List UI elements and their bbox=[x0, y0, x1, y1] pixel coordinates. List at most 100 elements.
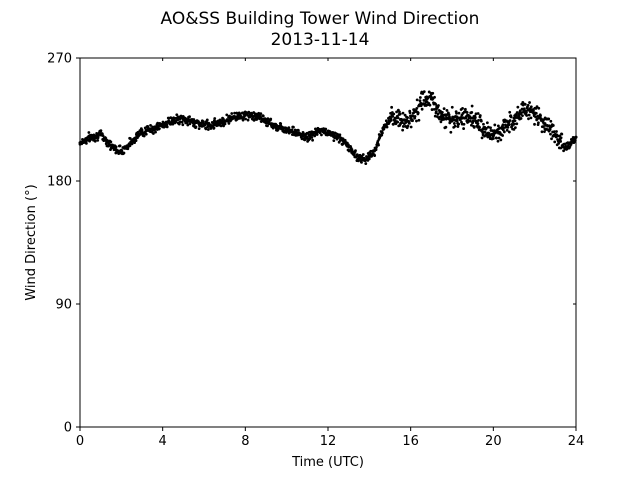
data-point bbox=[470, 111, 474, 114]
data-point bbox=[505, 128, 509, 132]
data-point bbox=[418, 99, 422, 103]
data-point bbox=[521, 114, 524, 118]
data-point bbox=[241, 118, 245, 122]
data-point bbox=[553, 140, 557, 144]
y-axis-label: Wind Direction (°) bbox=[24, 184, 39, 300]
data-point bbox=[523, 102, 527, 106]
data-point bbox=[527, 117, 530, 121]
data-point bbox=[493, 123, 497, 127]
data-point bbox=[482, 122, 485, 126]
data-point bbox=[549, 119, 553, 123]
data-point bbox=[188, 115, 191, 119]
data-point bbox=[165, 125, 169, 129]
data-point bbox=[246, 118, 250, 122]
x-tick-label: 20 bbox=[485, 434, 502, 449]
data-point bbox=[547, 117, 551, 121]
data-point bbox=[318, 131, 322, 135]
data-point bbox=[378, 136, 381, 140]
data-point bbox=[555, 130, 558, 133]
data-point bbox=[560, 132, 564, 136]
data-point bbox=[158, 127, 161, 130]
data-point bbox=[225, 113, 229, 117]
data-point bbox=[104, 136, 108, 140]
plot-frame bbox=[79, 57, 577, 428]
data-point bbox=[296, 128, 300, 132]
data-point bbox=[457, 111, 461, 115]
data-point bbox=[529, 105, 533, 109]
data-point bbox=[130, 142, 134, 146]
data-point bbox=[416, 111, 420, 115]
data-point bbox=[527, 113, 531, 117]
data-point bbox=[235, 111, 239, 115]
data-point bbox=[192, 118, 196, 121]
data-point bbox=[206, 128, 210, 131]
data-point bbox=[516, 105, 520, 109]
data-point bbox=[485, 121, 489, 125]
data-point bbox=[512, 122, 516, 126]
data-point bbox=[496, 124, 500, 128]
data-point bbox=[456, 125, 460, 129]
data-point bbox=[350, 148, 354, 151]
data-point bbox=[364, 162, 368, 165]
data-point bbox=[181, 123, 185, 127]
data-point bbox=[259, 112, 263, 116]
data-point bbox=[549, 132, 552, 136]
data-point bbox=[175, 113, 179, 117]
data-point bbox=[509, 115, 513, 119]
data-point bbox=[401, 111, 405, 115]
data-point bbox=[518, 109, 522, 113]
data-point bbox=[499, 138, 503, 142]
y-tick-label: 180 bbox=[47, 175, 72, 190]
data-point bbox=[461, 106, 464, 110]
data-point bbox=[515, 122, 519, 126]
data-point bbox=[529, 116, 533, 120]
data-point bbox=[408, 111, 412, 115]
data-point bbox=[469, 116, 473, 120]
data-point bbox=[411, 119, 414, 123]
data-point bbox=[315, 133, 319, 136]
data-point bbox=[392, 112, 396, 116]
data-point bbox=[550, 137, 553, 141]
data-point bbox=[180, 120, 184, 124]
data-point bbox=[396, 120, 400, 124]
data-point bbox=[455, 115, 459, 119]
data-point bbox=[361, 153, 365, 156]
data-point bbox=[418, 96, 422, 99]
data-point bbox=[133, 136, 137, 140]
data-point bbox=[473, 116, 477, 119]
data-point bbox=[433, 114, 437, 118]
data-point bbox=[261, 114, 265, 118]
data-point bbox=[223, 122, 227, 126]
data-point bbox=[154, 130, 157, 134]
data-point bbox=[194, 125, 198, 129]
data-point bbox=[541, 125, 545, 128]
data-point bbox=[507, 130, 511, 134]
data-point bbox=[201, 120, 205, 123]
data-point bbox=[535, 105, 539, 109]
data-point bbox=[568, 145, 572, 148]
data-point bbox=[484, 127, 488, 130]
data-point bbox=[128, 137, 132, 140]
data-point bbox=[422, 90, 426, 94]
data-point bbox=[186, 123, 190, 127]
data-point bbox=[513, 126, 517, 130]
data-point bbox=[434, 102, 438, 106]
data-point bbox=[247, 110, 251, 114]
data-point bbox=[360, 160, 363, 164]
data-point bbox=[367, 157, 371, 161]
data-point bbox=[470, 123, 473, 127]
data-point bbox=[372, 149, 376, 153]
data-point bbox=[380, 133, 384, 137]
data-point bbox=[551, 124, 555, 127]
data-point bbox=[472, 125, 476, 129]
data-point bbox=[149, 123, 152, 127]
data-point bbox=[489, 126, 492, 130]
data-point bbox=[540, 130, 544, 134]
data-point bbox=[459, 116, 463, 119]
data-point bbox=[519, 117, 523, 120]
data-point bbox=[290, 128, 294, 132]
data-point bbox=[525, 114, 529, 117]
data-point bbox=[144, 132, 148, 136]
data-point bbox=[400, 121, 404, 124]
